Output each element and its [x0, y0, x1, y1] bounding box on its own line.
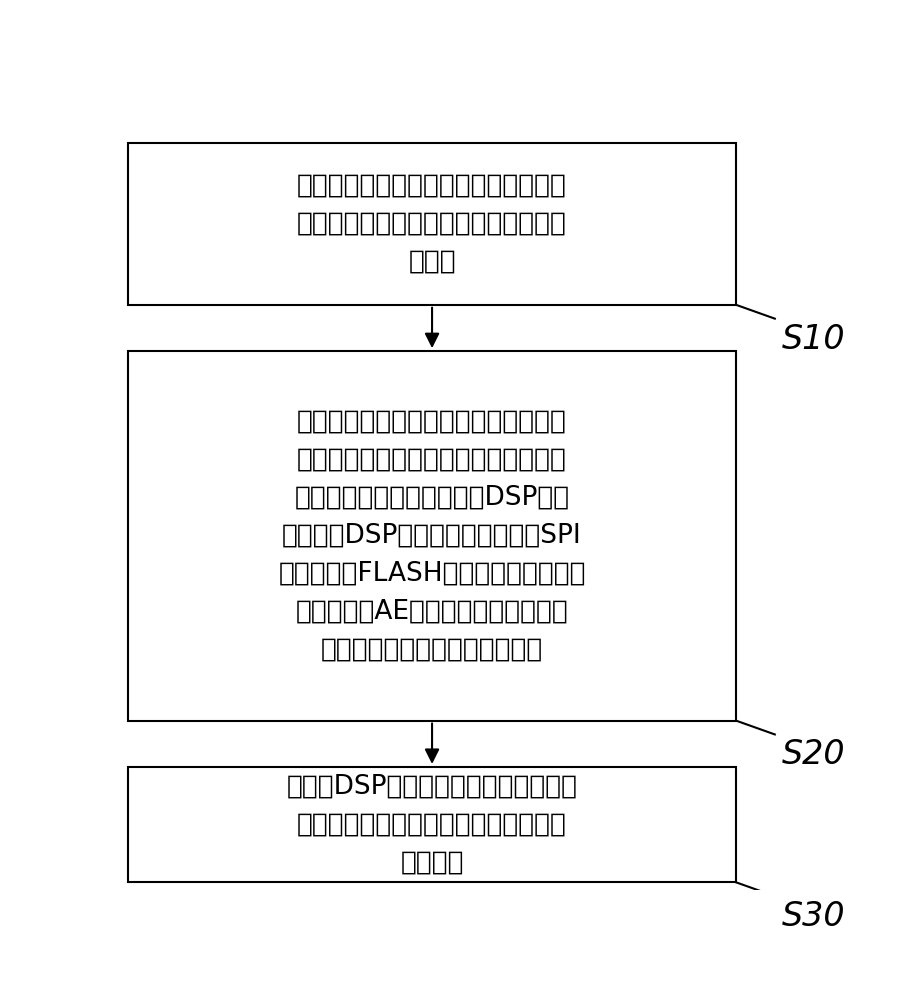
- Bar: [128, 767, 735, 882]
- Bar: [128, 143, 735, 305]
- Text: S20: S20: [781, 738, 844, 771]
- Text: S10: S10: [781, 323, 844, 356]
- Text: S30: S30: [781, 900, 844, 933]
- Bar: [128, 351, 735, 721]
- Text: 在所述图像传感器获取到第一帧原始图
像时，将所述第一帧原始图像转换成相
应的数字图像信号并发送至DSP处理
器，所述DSP处理器通过基于四线SPI
接口通信的F: 在所述图像传感器获取到第一帧原始图 像时，将所述第一帧原始图像转换成相 应的数字…: [278, 409, 585, 663]
- Text: 当接收到拍照启动信号时，将图像传感
器进行初始化并通过所述图像传感器获
取图像: 当接收到拍照启动信号时，将图像传感 器进行初始化并通过所述图像传感器获 取图像: [297, 173, 567, 275]
- Text: 当所述DSP处理器处理完所述数字图像
信号并获得相应的图片时，将所述图片
进行保存: 当所述DSP处理器处理完所述数字图像 信号并获得相应的图片时，将所述图片 进行保…: [286, 774, 577, 876]
